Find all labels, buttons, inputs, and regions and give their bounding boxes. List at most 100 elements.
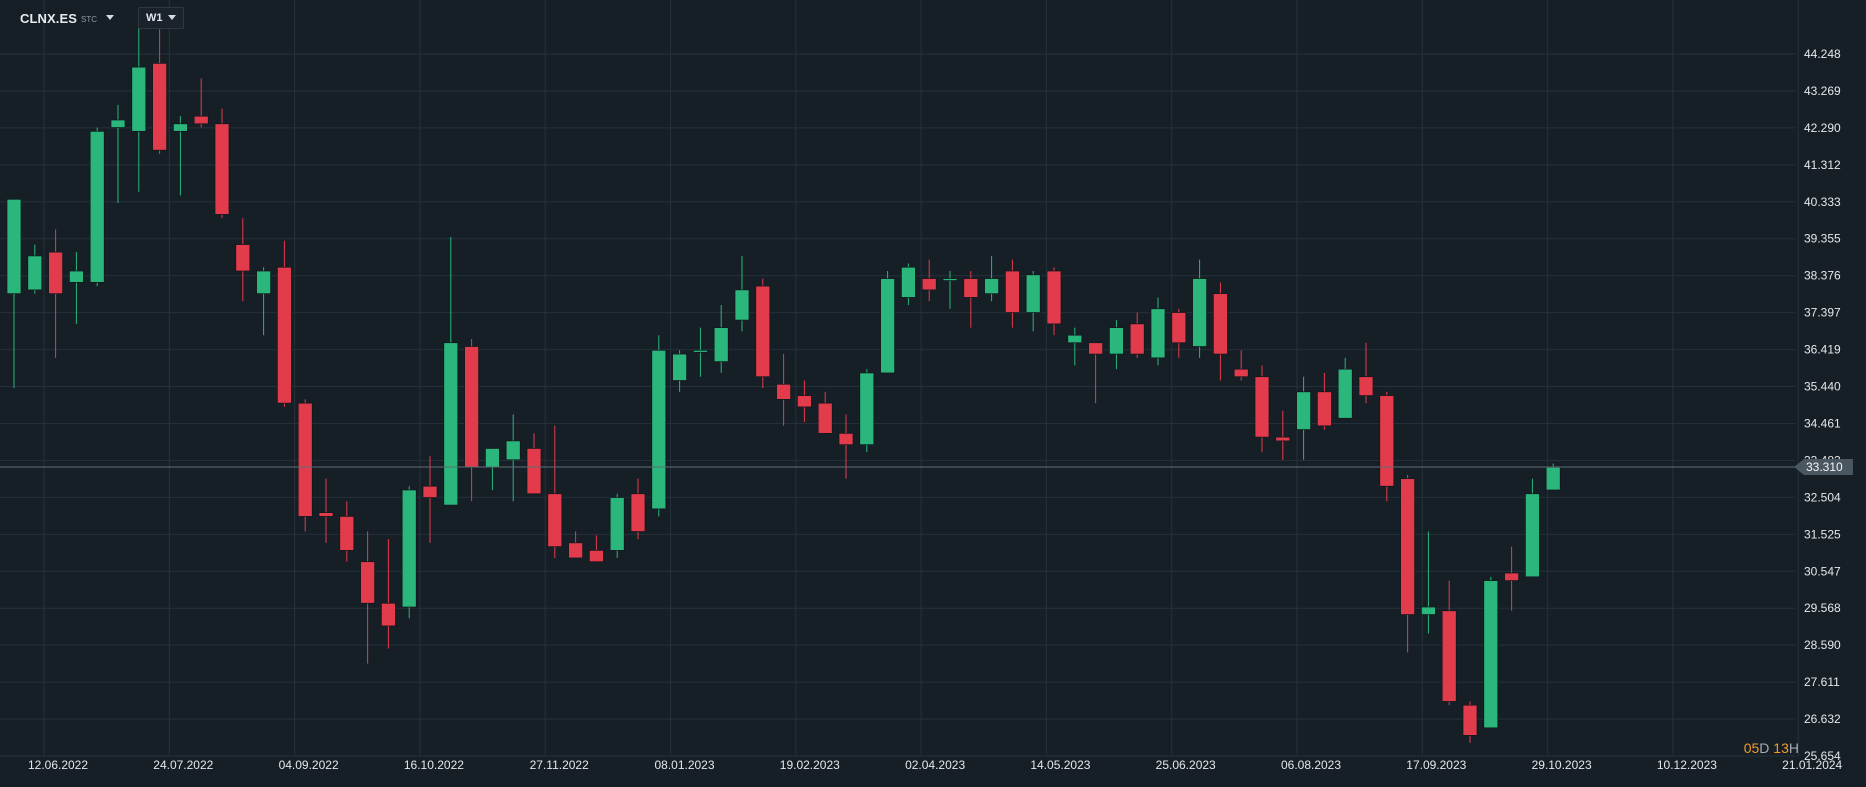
date-axis: 12.06.2022 24.07.2022 04.09.2022 16.10.2022… <box>28 758 1843 772</box>
candle-body <box>297 402 313 517</box>
date-tick-label: 25.06.2023 <box>1156 758 1216 772</box>
candle-bullish[interactable] <box>1525 478 1540 578</box>
candle-bearish[interactable] <box>318 478 334 543</box>
candle-body <box>69 270 84 283</box>
candle-bearish[interactable] <box>1005 259 1020 328</box>
candle-bullish[interactable] <box>69 252 84 324</box>
candle-bearish[interactable] <box>963 271 979 328</box>
candle-bullish[interactable] <box>256 267 271 336</box>
candle-bearish[interactable] <box>360 531 375 664</box>
candle-bearish[interactable] <box>1254 365 1270 453</box>
candle-bearish[interactable] <box>297 399 313 532</box>
candle-bearish[interactable] <box>1504 546 1519 611</box>
candle-bearish[interactable] <box>1400 474 1415 653</box>
candle-bearish[interactable] <box>547 425 563 558</box>
candle-body <box>360 561 375 604</box>
candle-body <box>1046 270 1062 325</box>
candle-bullish[interactable] <box>110 104 126 204</box>
candle-bullish[interactable] <box>89 127 105 287</box>
price-tick-label: 30.547 <box>1804 564 1841 578</box>
candle-bearish[interactable] <box>1379 391 1395 502</box>
candle-bearish[interactable] <box>568 531 583 559</box>
candle-bearish[interactable] <box>1233 350 1249 381</box>
candle-body <box>630 493 646 532</box>
candle-bullish[interactable] <box>1337 357 1353 419</box>
candle-bearish[interactable] <box>48 229 63 358</box>
candle-bullish[interactable] <box>1421 531 1436 634</box>
candle-bearish[interactable] <box>464 338 479 502</box>
candle-bearish[interactable] <box>214 108 230 219</box>
candle-bearish[interactable] <box>755 278 771 389</box>
candle-bearish[interactable] <box>1462 701 1478 743</box>
candle-bullish[interactable] <box>1109 320 1124 370</box>
date-tick-label: 08.01.2023 <box>654 758 714 772</box>
candle-bearish[interactable] <box>526 433 542 495</box>
candle-bullish[interactable] <box>1296 376 1311 460</box>
candle-bearish[interactable] <box>630 478 646 540</box>
candle-bearish[interactable] <box>1358 342 1374 404</box>
candle-body <box>1171 312 1187 344</box>
candle-bullish[interactable] <box>1545 463 1561 491</box>
date-tick-label: 06.08.2023 <box>1281 758 1341 772</box>
candle-bullish[interactable] <box>609 493 625 558</box>
candle-bullish[interactable] <box>1067 327 1083 366</box>
candle-bearish[interactable] <box>817 391 833 434</box>
symbol-selector[interactable]: CLNX.ES STC <box>14 6 120 30</box>
candle-bullish[interactable] <box>880 271 895 374</box>
candle-bullish[interactable] <box>984 255 999 302</box>
candle-bearish[interactable] <box>1171 308 1187 358</box>
price-tick-label: 35.440 <box>1804 380 1841 394</box>
candle-bullish[interactable] <box>485 448 500 490</box>
candle-bearish[interactable] <box>776 354 791 426</box>
price-tick-label: 32.504 <box>1804 490 1841 504</box>
candle-bullish[interactable] <box>131 14 147 192</box>
candle-bearish[interactable] <box>1129 312 1145 358</box>
candle-body <box>963 278 979 298</box>
price-tick-label: 41.312 <box>1804 158 1841 172</box>
candle-bullish[interactable] <box>505 414 521 502</box>
candle-bullish[interactable] <box>1192 259 1207 358</box>
candle-bearish[interactable] <box>797 380 812 423</box>
candle-bullish[interactable] <box>672 350 687 392</box>
candle-bearish[interactable] <box>339 501 355 562</box>
candle-bearish[interactable] <box>589 535 604 563</box>
candle-bearish[interactable] <box>381 539 396 649</box>
candle-bearish[interactable] <box>1088 342 1103 404</box>
candle-bullish[interactable] <box>6 198 22 389</box>
candle-bullish[interactable] <box>173 116 188 196</box>
candle-bearish[interactable] <box>838 414 854 479</box>
candle-bullish[interactable] <box>27 244 43 294</box>
candle-bullish[interactable] <box>734 255 750 332</box>
candle-bullish[interactable] <box>901 263 916 305</box>
candle-bullish[interactable] <box>651 335 667 517</box>
candle-bullish[interactable] <box>1025 271 1041 332</box>
candle-bearish[interactable] <box>921 259 937 302</box>
candle-body <box>1192 278 1207 347</box>
candle-body <box>1005 270 1020 313</box>
candle-bullish[interactable] <box>401 486 417 619</box>
price-tick-label: 25.654 <box>1804 749 1841 763</box>
current-price-tag <box>1794 458 1853 475</box>
candle-bearish[interactable] <box>152 29 167 154</box>
candle-bearish[interactable] <box>1213 282 1228 381</box>
candle-bullish[interactable] <box>713 304 729 373</box>
candle-bullish[interactable] <box>1150 297 1166 366</box>
candle-bearish[interactable] <box>277 240 292 407</box>
candle-body <box>1025 274 1041 313</box>
candle-countdown: 05D 13H <box>1744 740 1799 756</box>
candle-bearish[interactable] <box>1046 267 1062 336</box>
candle-bullish[interactable] <box>443 237 459 506</box>
candle-bearish[interactable] <box>1441 580 1457 706</box>
candle-bullish[interactable] <box>693 327 708 377</box>
candle-bearish[interactable] <box>1275 410 1291 460</box>
candle-bearish[interactable] <box>193 78 209 128</box>
candle-bullish[interactable] <box>859 369 875 453</box>
candle-bearish[interactable] <box>1317 372 1332 430</box>
timeframe-selector[interactable]: W1 <box>138 7 184 29</box>
candle-bullish[interactable] <box>1483 576 1499 729</box>
candle-bearish[interactable] <box>235 218 251 302</box>
candle-bearish[interactable] <box>422 456 438 543</box>
candle-bullish[interactable] <box>942 271 958 309</box>
